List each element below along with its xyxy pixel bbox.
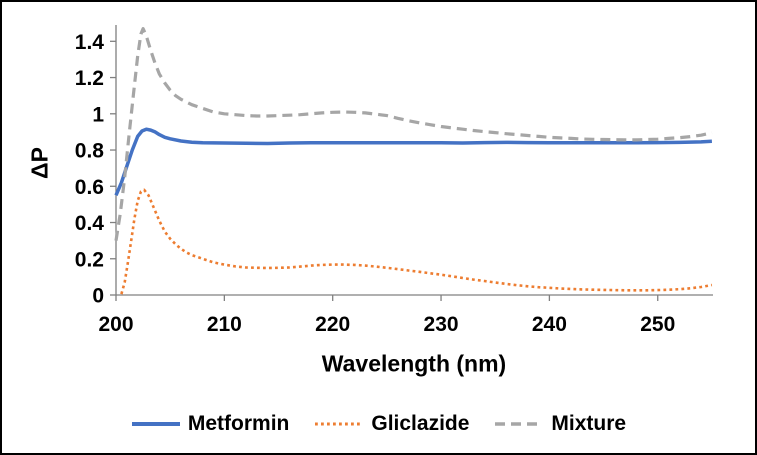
axes bbox=[110, 25, 713, 301]
legend-line-sample-mixture bbox=[495, 422, 544, 426]
y-tick-label: 0.6 bbox=[75, 176, 104, 199]
legend-line-sample-metformin bbox=[131, 422, 180, 426]
series-line-gliclazide bbox=[120, 188, 713, 295]
y-tick-label: 0.8 bbox=[75, 140, 105, 163]
legend-item-mixture: Mixture bbox=[494, 412, 626, 436]
legend-label-mixture: Mixture bbox=[551, 412, 627, 435]
y-axis-title: ΔP bbox=[26, 147, 53, 179]
legend-label-metformin: Metformin bbox=[187, 412, 290, 435]
x-tick-label: 250 bbox=[640, 313, 675, 336]
x-tick-label: 200 bbox=[98, 313, 133, 336]
y-tick-label: 1 bbox=[92, 103, 104, 126]
x-axis-title: Wavelength (nm) bbox=[321, 350, 507, 377]
x-tick-label: 240 bbox=[532, 313, 567, 336]
series-line-metformin bbox=[114, 127, 712, 196]
y-tick-label: 1.2 bbox=[75, 67, 104, 90]
x-tick-label: 210 bbox=[207, 313, 242, 336]
y-tick-label: 0 bbox=[92, 285, 104, 308]
x-tick-label: 220 bbox=[315, 313, 350, 336]
legend-line-sample-gliclazide bbox=[315, 422, 364, 426]
series-line-mixture bbox=[114, 27, 713, 241]
legend-item-metformin: Metformin bbox=[131, 412, 290, 436]
legend: Metformin Gliclazide Mixture bbox=[2, 405, 755, 443]
x-tick-label: 230 bbox=[424, 313, 459, 336]
y-tick-label: 0.4 bbox=[75, 212, 105, 235]
y-tick-label: 1.4 bbox=[75, 31, 105, 54]
legend-item-gliclazide: Gliclazide bbox=[314, 412, 469, 436]
y-tick-label: 0.2 bbox=[75, 248, 104, 271]
legend-label-gliclazide: Gliclazide bbox=[371, 412, 470, 435]
